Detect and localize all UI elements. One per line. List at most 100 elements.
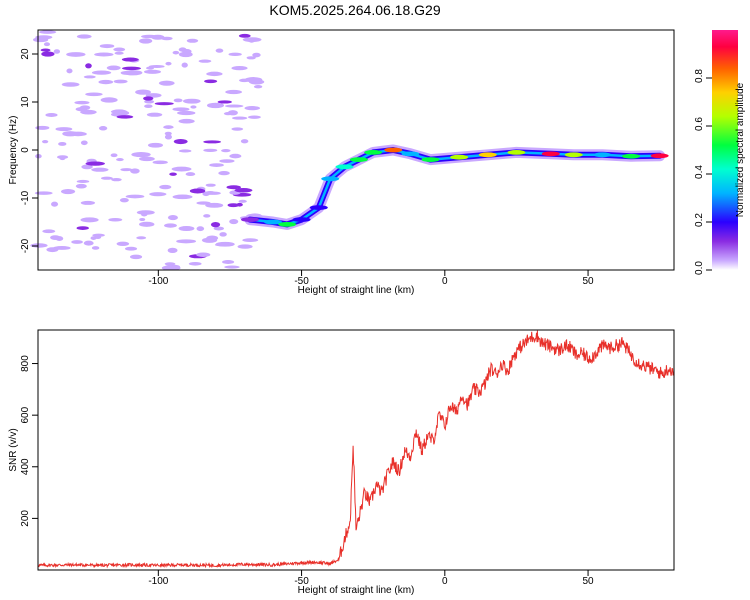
spectrogram-noise-blob — [224, 265, 240, 269]
spectrogram-noise-blob — [116, 158, 124, 162]
spectrogram-noise-blob — [74, 100, 90, 105]
spectrogram-noise-blob — [167, 214, 178, 221]
spectrogram-noise-blob — [186, 38, 199, 43]
spectrogram-noise-blob — [164, 262, 176, 266]
spectrogram-noise-blob — [248, 37, 256, 43]
spectrogram-noise-blob — [206, 102, 225, 109]
spectrogram-noise-blob — [71, 240, 83, 244]
spectrogram-noise-blob — [149, 192, 167, 197]
spectrogram-noise-blob — [139, 217, 146, 222]
spectrogram-noise-blob — [124, 246, 138, 251]
spectrogram-noise-blob — [189, 188, 206, 194]
spectrogram-noise-blob — [52, 246, 71, 250]
spectrogram-noise-blob — [135, 89, 151, 95]
spectrogram-noise-blob — [120, 168, 133, 172]
spectrogram-noise-blob — [178, 51, 193, 58]
spectrogram-noise-blob — [147, 142, 164, 148]
colorbar-tick-label: 0.4 — [694, 165, 705, 179]
snr-y-tick-label: 400 — [20, 458, 31, 475]
spectrogram-noise-blob — [146, 66, 154, 70]
spectrogram-noise-blob — [215, 241, 235, 247]
spectrogram-noise-blob — [247, 115, 261, 119]
spectrogram-noise-blob — [80, 140, 88, 146]
ridge-peak — [507, 150, 526, 155]
colorbar-tick-label: 0.2 — [694, 213, 705, 227]
spectrogram-noise-blob — [201, 237, 218, 243]
spectrogram-noise-blob — [76, 226, 89, 230]
spectrogram-noise-blob — [173, 138, 188, 145]
spectrogram-noise-blob — [196, 252, 211, 257]
spectrogram-noise-blob — [181, 62, 188, 68]
spectrogram-noise-blob — [165, 61, 172, 66]
snr-x-label: Height of straight line (km) — [298, 585, 415, 596]
snr-y-tick-label: 200 — [20, 510, 31, 527]
spectrogram-noise-blob — [100, 176, 113, 180]
spectrogram-noise-blob — [139, 38, 153, 44]
spectrogram-y-label: Frequency (Hz) — [8, 116, 19, 185]
spectrogram-noise-blob — [143, 69, 162, 74]
spectrogram-noise-blob — [108, 218, 123, 222]
spectrogram-noise-blob — [129, 254, 143, 260]
spectrogram-noise-blob — [190, 105, 197, 109]
spectrogram-x-tick-label: 50 — [582, 276, 594, 287]
spectrogram-noise-blob — [160, 36, 173, 41]
spectrogram-noise-blob — [119, 197, 129, 203]
spectrogram-noise-blob — [75, 183, 87, 189]
spectrogram-noise-blob — [219, 159, 235, 163]
spectrogram-noise-blob — [164, 134, 172, 140]
spectrogram-noise-blob — [80, 217, 99, 223]
spectrogram-noise-blob — [123, 70, 143, 76]
spectrogram-noise-blob — [136, 236, 147, 240]
ridge-peak — [335, 164, 354, 170]
spectrogram-noise-blob — [253, 85, 263, 89]
snr-panel: -100 -50 0 50 200 400 600 800 Height of straig… — [8, 329, 675, 596]
spectrogram-noise-blob — [224, 104, 244, 108]
colorbar-label: Normalized spectral amplitude — [735, 82, 746, 217]
spectrogram-noise-blob — [106, 65, 121, 71]
spectrogram-noise-blob — [116, 115, 134, 119]
spectrogram-noise-blob — [238, 199, 247, 203]
spectrogram-noise-blob — [113, 79, 128, 84]
spectrogram-noise-blob — [178, 226, 195, 232]
spectrogram-noise-blob — [34, 191, 53, 195]
spectrogram-noise-blob — [188, 261, 202, 266]
spectrogram-noise-blob — [66, 52, 86, 57]
snr-y-tick-label: 800 — [20, 355, 31, 372]
spectrogram-noise-blob — [136, 210, 155, 215]
ridge-peak — [650, 153, 669, 159]
ridge-peak — [564, 152, 583, 158]
spectrogram-noise-blob — [122, 66, 141, 71]
spectrogram-noise-blob — [110, 153, 118, 158]
spectrogram-noise-blob — [91, 246, 100, 250]
ridge-peak — [384, 147, 403, 153]
ridge-peak — [541, 151, 560, 157]
spectrogram-noise-blob — [91, 70, 112, 75]
spectrogram-noise-blob — [121, 57, 139, 62]
spectrogram-noise-blob — [172, 50, 180, 55]
spectrogram-x-tick-label: 0 — [442, 276, 448, 287]
spectrogram-noise-blob — [171, 166, 192, 172]
spectrogram-noise-blob — [76, 179, 90, 183]
spectrogram-noise-blob — [91, 167, 109, 172]
spectrogram-noise-blob — [159, 184, 172, 190]
spectrogram-noise-blob — [209, 163, 224, 167]
spectrogram-noise-blob — [83, 240, 94, 246]
spectrogram-y-tick-label: 0 — [20, 147, 31, 153]
spectrogram-noise-blob — [51, 201, 59, 207]
spectrogram-ridge — [241, 144, 669, 230]
spectrogram-noise-blob — [53, 49, 61, 54]
snr-frame — [37, 329, 675, 571]
spectrogram-noise-blob — [176, 239, 197, 244]
snr-x-tick-label: 0 — [442, 576, 448, 587]
ridge-peak — [292, 217, 311, 223]
spectrogram-noise-blob — [152, 160, 168, 165]
spectrogram-y-tick-label: 20 — [20, 48, 31, 60]
spectrogram-y-tick-label: -10 — [20, 190, 31, 205]
spectrogram-noise-blob — [236, 202, 243, 207]
colorbar-tick-label: 0.8 — [694, 69, 705, 83]
spectrogram-noise-blob — [198, 59, 212, 63]
spectrogram-noise-blob — [232, 116, 248, 120]
spectrogram-noise-blob — [61, 82, 80, 87]
spectrogram-noise-blob — [45, 113, 58, 117]
spectrogram-noise-blob — [99, 44, 115, 49]
